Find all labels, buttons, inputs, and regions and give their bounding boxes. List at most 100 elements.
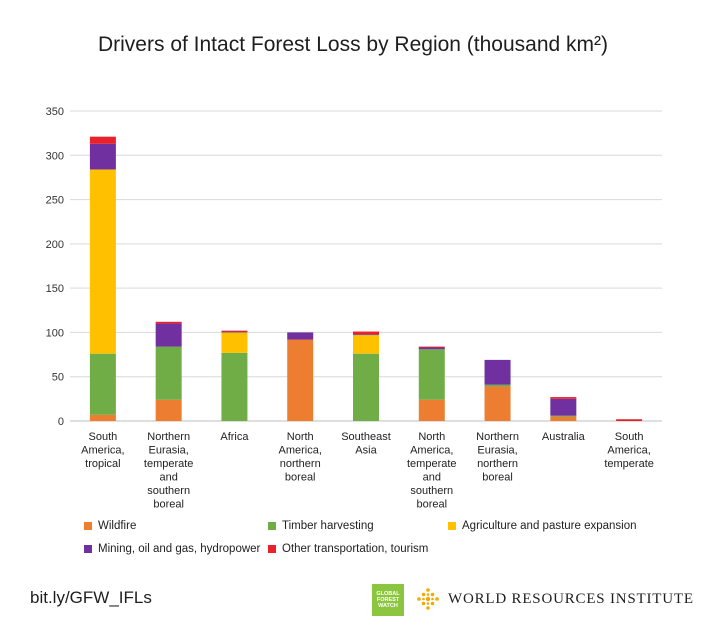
legend-swatch — [268, 545, 276, 553]
legend-swatch — [84, 522, 92, 530]
x-category-label-line: temperate — [604, 458, 654, 470]
gfw-logo-line: WATCH — [378, 603, 398, 610]
legend-item: Timber harvesting — [268, 520, 374, 532]
legend-item: Wildfire — [84, 520, 136, 532]
x-category-label-line: southern — [410, 485, 453, 497]
bar-segment-mining-oil-and-gas-hydropower — [550, 398, 577, 416]
legend-label: Other transportation, tourism — [282, 543, 429, 555]
wri-logo-icon — [417, 588, 439, 610]
legend-swatch — [84, 545, 92, 553]
x-category-label-line: South — [89, 431, 118, 443]
gfw-logo-line: FOREST — [376, 596, 400, 603]
global-forest-watch-logo: GLOBAL FOREST WATCH — [372, 584, 404, 616]
bar-segment-other-transportation-tourism — [616, 419, 643, 421]
x-category-label-line: America, — [279, 445, 322, 457]
chart-title: Drivers of Intact Forest Loss by Region … — [97, 33, 609, 56]
y-tick-label: 200 — [46, 239, 64, 251]
x-category-label-line: America, — [607, 445, 650, 457]
y-tick-label: 0 — [58, 416, 64, 428]
bar-segment-other-transportation-tourism — [221, 330, 248, 332]
source-link[interactable]: bit.ly/GFW_IFLs — [30, 588, 152, 607]
bar-segment-wildfire — [484, 386, 511, 421]
x-category-label-line: South — [615, 431, 644, 443]
x-category-label: South America, tropical — [81, 431, 124, 470]
x-category-label-line: southern — [147, 485, 190, 497]
bar-segment-timber-harvesting — [484, 384, 511, 387]
x-category-label-line: Asia — [355, 445, 377, 457]
x-category-label: Southeast Asia — [341, 431, 391, 457]
legend-item: Agriculture and pasture expansion — [448, 520, 637, 532]
bar-segment-wildfire — [89, 414, 116, 421]
bar-segment-other-transportation-tourism — [155, 321, 182, 324]
x-category-label-line: North — [418, 431, 445, 443]
bar-segment-timber-harvesting — [550, 415, 577, 417]
x-category-label: Northern Eurasia, northern boreal — [476, 431, 519, 484]
bar-segment-mining-oil-and-gas-hydropower — [221, 331, 248, 333]
x-category-label-line: boreal — [416, 499, 447, 511]
bar-segment-wildfire — [418, 399, 445, 421]
x-category-label-line: Africa — [220, 431, 249, 443]
x-category-label-line: northern — [477, 458, 518, 470]
bar-segment-other-transportation-tourism — [353, 331, 379, 335]
bar-segment-timber-harvesting — [353, 353, 379, 421]
x-category-label-line: boreal — [482, 472, 513, 484]
x-category-label-line: and — [159, 472, 177, 484]
bar-segment-mining-oil-and-gas-hydropower — [484, 359, 511, 385]
bar-segment-mining-oil-and-gas-hydropower — [287, 332, 314, 340]
x-category-label: South America, temperate — [604, 431, 654, 470]
bar-segment-timber-harvesting — [418, 349, 445, 400]
x-category-label: Australia — [542, 431, 586, 443]
bar-segment-wildfire — [155, 399, 182, 421]
bar-segment-agriculture-and-pasture-expansion — [221, 332, 248, 353]
bar-segment-timber-harvesting — [89, 353, 116, 415]
bar-segment-agriculture-and-pasture-expansion — [89, 169, 116, 354]
x-category-label-line: northern — [280, 458, 321, 470]
bar-segment-timber-harvesting — [155, 346, 182, 400]
y-tick-label: 350 — [46, 106, 64, 118]
bar-segment-mining-oil-and-gas-hydropower — [418, 347, 445, 350]
x-category-label-line: boreal — [285, 472, 316, 484]
y-tick-label: 150 — [46, 283, 64, 295]
x-category-label-line: North — [287, 431, 314, 443]
bar-segment-wildfire — [550, 416, 577, 421]
bar-segment-timber-harvesting — [221, 352, 248, 421]
legend-label: Agriculture and pasture expansion — [462, 520, 637, 532]
x-category-label-line: America, — [410, 445, 453, 457]
legend-label: Wildfire — [98, 520, 137, 532]
y-tick-label: 250 — [46, 195, 64, 207]
x-category-label: Africa — [220, 431, 249, 443]
x-category-label: North America, northern boreal — [279, 431, 322, 484]
x-category-label-line: Australia — [542, 431, 586, 443]
x-category-label-line: boreal — [153, 499, 184, 511]
y-tick-label: 100 — [46, 327, 64, 339]
y-tick-label: 300 — [46, 150, 64, 162]
x-category-label-line: Northern — [476, 431, 519, 443]
bar-segment-other-transportation-tourism — [418, 346, 445, 348]
x-category-label-line: Northern — [147, 431, 190, 443]
bar-segment-other-transportation-tourism — [89, 136, 116, 144]
x-category-label: North America, temperate and southern boreal — [407, 431, 457, 511]
x-category-label-line: temperate — [407, 458, 457, 470]
x-category-label-line: temperate — [144, 458, 194, 470]
bar-segment-agriculture-and-pasture-expansion — [353, 335, 379, 354]
legend-label: Mining, oil and gas, hydropower — [98, 543, 261, 555]
x-category-label-line: Southeast — [341, 431, 391, 443]
x-category-label-line: and — [423, 472, 441, 484]
legend-label: Timber harvesting — [282, 520, 374, 532]
bar-segment-mining-oil-and-gas-hydropower — [353, 334, 379, 336]
y-tick-label: 50 — [52, 372, 64, 384]
x-category-label: Northern Eurasia, temperate and southern bore… — [144, 431, 194, 511]
bar-segment-other-transportation-tourism — [550, 397, 577, 399]
x-category-label-line: America, — [81, 445, 124, 457]
x-category-label-line: Eurasia, — [477, 445, 517, 457]
x-category-label-line: Eurasia, — [148, 445, 188, 457]
bar-segment-mining-oil-and-gas-hydropower — [155, 323, 182, 347]
bars — [89, 136, 643, 421]
wri-wordmark: WORLD RESOURCES INSTITUTE — [448, 591, 694, 607]
legend-item: Other transportation, tourism — [268, 543, 428, 555]
legend-swatch — [268, 522, 276, 530]
gfw-logo-line: GLOBAL — [376, 590, 400, 597]
x-category-label-line: tropical — [85, 458, 120, 470]
